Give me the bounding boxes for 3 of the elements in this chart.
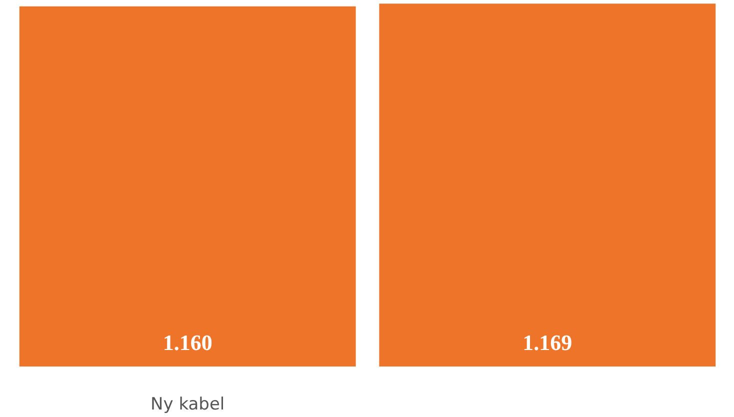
data-label: 1.160: [162, 330, 212, 356]
x-tick-label: Ny kabel: [150, 394, 225, 414]
data-label: 1.169: [522, 330, 572, 356]
